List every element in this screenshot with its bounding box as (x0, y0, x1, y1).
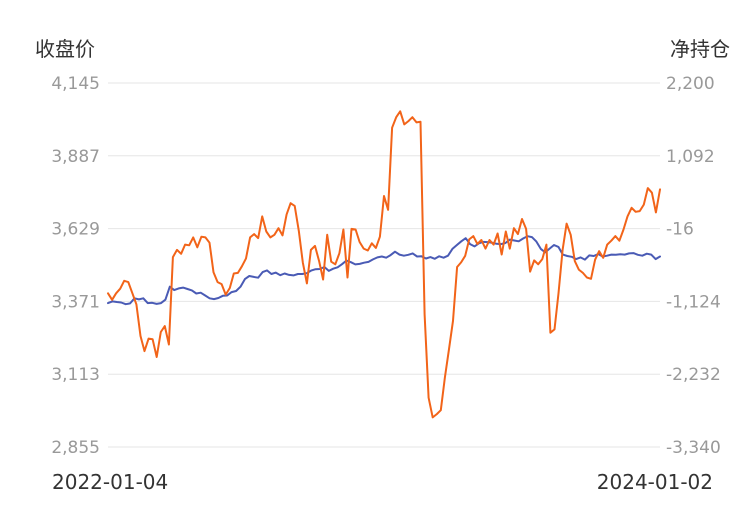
right-tick-label: 1,092 (666, 147, 715, 167)
left-tick-label: 3,629 (51, 220, 100, 240)
left-tick-label: 4,145 (51, 74, 100, 94)
net-position-line (107, 110, 661, 419)
x-end-label: 2024-01-02 (597, 470, 713, 494)
left-tick-label: 3,113 (51, 365, 100, 385)
grid-lines (108, 82, 660, 448)
right-tick-label: -2,232 (666, 365, 721, 385)
left-axis-title: 收盘价 (35, 37, 95, 61)
right-axis-ticks: 2,200 1,092 -16 -1,124 -2,232 -3,340 (666, 74, 721, 458)
right-axis-title: 净持仓 (670, 37, 730, 61)
right-tick-label: 2,200 (666, 74, 715, 94)
left-tick-label: 3,371 (51, 292, 100, 312)
x-start-label: 2022-01-04 (52, 470, 168, 494)
right-tick-label: -1,124 (666, 292, 721, 312)
left-tick-label: 2,855 (51, 438, 100, 458)
right-tick-label: -3,340 (666, 438, 721, 458)
left-axis-ticks: 4,145 3,887 3,629 3,371 3,113 2,855 (51, 74, 100, 458)
close-price-line (107, 235, 661, 306)
series-layer (107, 110, 661, 419)
left-tick-label: 3,887 (51, 147, 100, 167)
right-tick-label: -16 (666, 220, 694, 240)
